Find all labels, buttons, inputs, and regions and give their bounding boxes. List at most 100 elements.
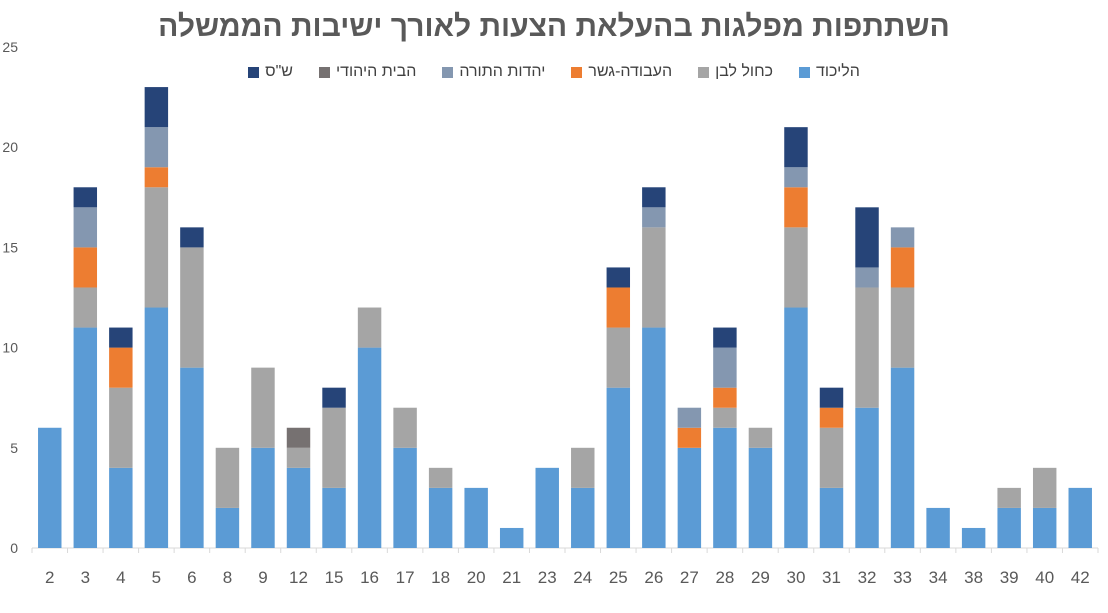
bar-segment (251, 367, 275, 448)
x-tick-label: 31 (822, 568, 841, 587)
bar-segment (713, 327, 737, 348)
bar-segment (819, 387, 844, 408)
legend-label: הליכוד (816, 63, 860, 80)
bar-segment (677, 427, 702, 448)
bar-segment (784, 307, 808, 548)
bar-segment (855, 207, 879, 268)
x-tick-label: 40 (1035, 568, 1054, 587)
legend-label: כחול לבן (715, 63, 773, 80)
bar-segment (180, 247, 204, 368)
legend-swatch (698, 66, 710, 78)
bar-segment (784, 127, 808, 168)
legend-item: יהדות התורה (442, 63, 545, 81)
x-tick-label: 27 (680, 568, 699, 587)
bar-segment (322, 387, 346, 408)
bar-segment (215, 507, 240, 548)
y-tick-label: 15 (2, 239, 18, 255)
bar-segment (144, 87, 169, 128)
bar-segment (109, 387, 133, 468)
bar-segment (499, 527, 524, 548)
x-tick-label: 4 (116, 568, 125, 587)
bar-segment (713, 387, 737, 408)
y-tick-label: 5 (10, 440, 18, 456)
bar-segment (855, 287, 879, 408)
legend-label: הבית היהודי (335, 63, 417, 80)
y-tick-label: 25 (2, 39, 18, 55)
y-tick-label: 20 (2, 139, 18, 155)
bar-segment (322, 407, 346, 488)
bar-segment (109, 347, 133, 388)
bar-segment (215, 447, 240, 508)
legend-item: העבודה-גשר (571, 63, 672, 81)
bar-segment (144, 127, 169, 168)
bar-segment (1068, 487, 1092, 548)
bar-segment (713, 407, 737, 428)
y-tick-label: 0 (10, 540, 18, 556)
bar-segment (606, 287, 631, 328)
bar-segment (961, 527, 986, 548)
bar-segment (642, 327, 666, 548)
x-tick-label: 16 (360, 568, 379, 587)
legend-swatch (571, 66, 583, 78)
x-tick-label: 38 (964, 568, 983, 587)
x-tick-label: 26 (644, 568, 663, 587)
x-tick-label: 25 (609, 568, 628, 587)
bar-segment (109, 327, 133, 348)
chart-title: השתתפות מפלגות בהעלאת הצעות לאורך ישיבות… (158, 10, 950, 43)
bar-segment (535, 467, 559, 548)
legend: הליכוד כחול לבן העבודה-גשר יהדות התורה הבית … (0, 63, 1108, 81)
bar-segment (677, 407, 702, 428)
x-tick-label: 23 (538, 568, 557, 587)
legend-item: הליכוד (799, 63, 860, 81)
legend-item: הבית היהודי (318, 63, 417, 81)
legend-item: כחול לבן (698, 63, 773, 81)
bar-segment (642, 207, 666, 228)
bar-segment (748, 447, 773, 548)
bar-segment (144, 167, 169, 188)
x-tick-label: 15 (325, 568, 344, 587)
bar-segment (144, 187, 169, 308)
legend-label: ש"ס (265, 63, 293, 80)
x-tick-label: 21 (502, 568, 521, 587)
x-tick-label: 33 (893, 568, 912, 587)
legend-swatch (318, 66, 330, 78)
bar-segment (606, 387, 631, 548)
bar-segment (819, 407, 844, 428)
x-tick-label: 17 (396, 568, 415, 587)
legend-swatch (442, 66, 454, 78)
bar-segment (713, 347, 737, 388)
bar-segment (571, 447, 595, 488)
bar-segment (890, 227, 915, 248)
x-tick-label: 6 (187, 568, 196, 587)
x-tick-label: 5 (152, 568, 161, 587)
bar-segment (926, 507, 950, 548)
bar-segment (38, 427, 62, 548)
bar-segment (606, 267, 631, 288)
x-tick-label: 18 (431, 568, 450, 587)
bar-segment (606, 327, 631, 388)
bar-segment (819, 487, 844, 548)
bar-segment (73, 247, 98, 288)
x-tick-label: 12 (289, 568, 308, 587)
bar-segment (73, 207, 98, 248)
bar-segment (571, 487, 595, 548)
bar-segment (180, 227, 204, 248)
bar-segment (109, 467, 133, 548)
y-tick-label: 10 (2, 340, 18, 356)
bar-segment (73, 187, 98, 208)
bar-segment (1032, 467, 1057, 508)
bar-segment (890, 287, 915, 368)
bar-segment (713, 427, 737, 548)
x-tick-label: 39 (1000, 568, 1019, 587)
bar-segment (855, 407, 879, 548)
bar-segment (642, 187, 666, 208)
bar-segment (393, 447, 417, 548)
x-tick-label: 9 (258, 568, 267, 587)
bar-segment (855, 267, 879, 288)
x-tick-label: 28 (715, 568, 734, 587)
bar-segment (251, 447, 275, 548)
bar-segment (748, 427, 773, 448)
x-tick-label: 34 (929, 568, 948, 587)
bar-segment (784, 167, 808, 188)
bar-segment (393, 407, 417, 448)
